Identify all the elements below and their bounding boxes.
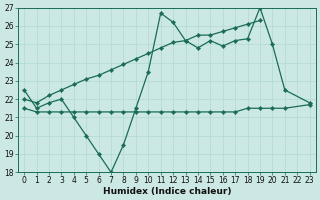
X-axis label: Humidex (Indice chaleur): Humidex (Indice chaleur) <box>103 187 231 196</box>
